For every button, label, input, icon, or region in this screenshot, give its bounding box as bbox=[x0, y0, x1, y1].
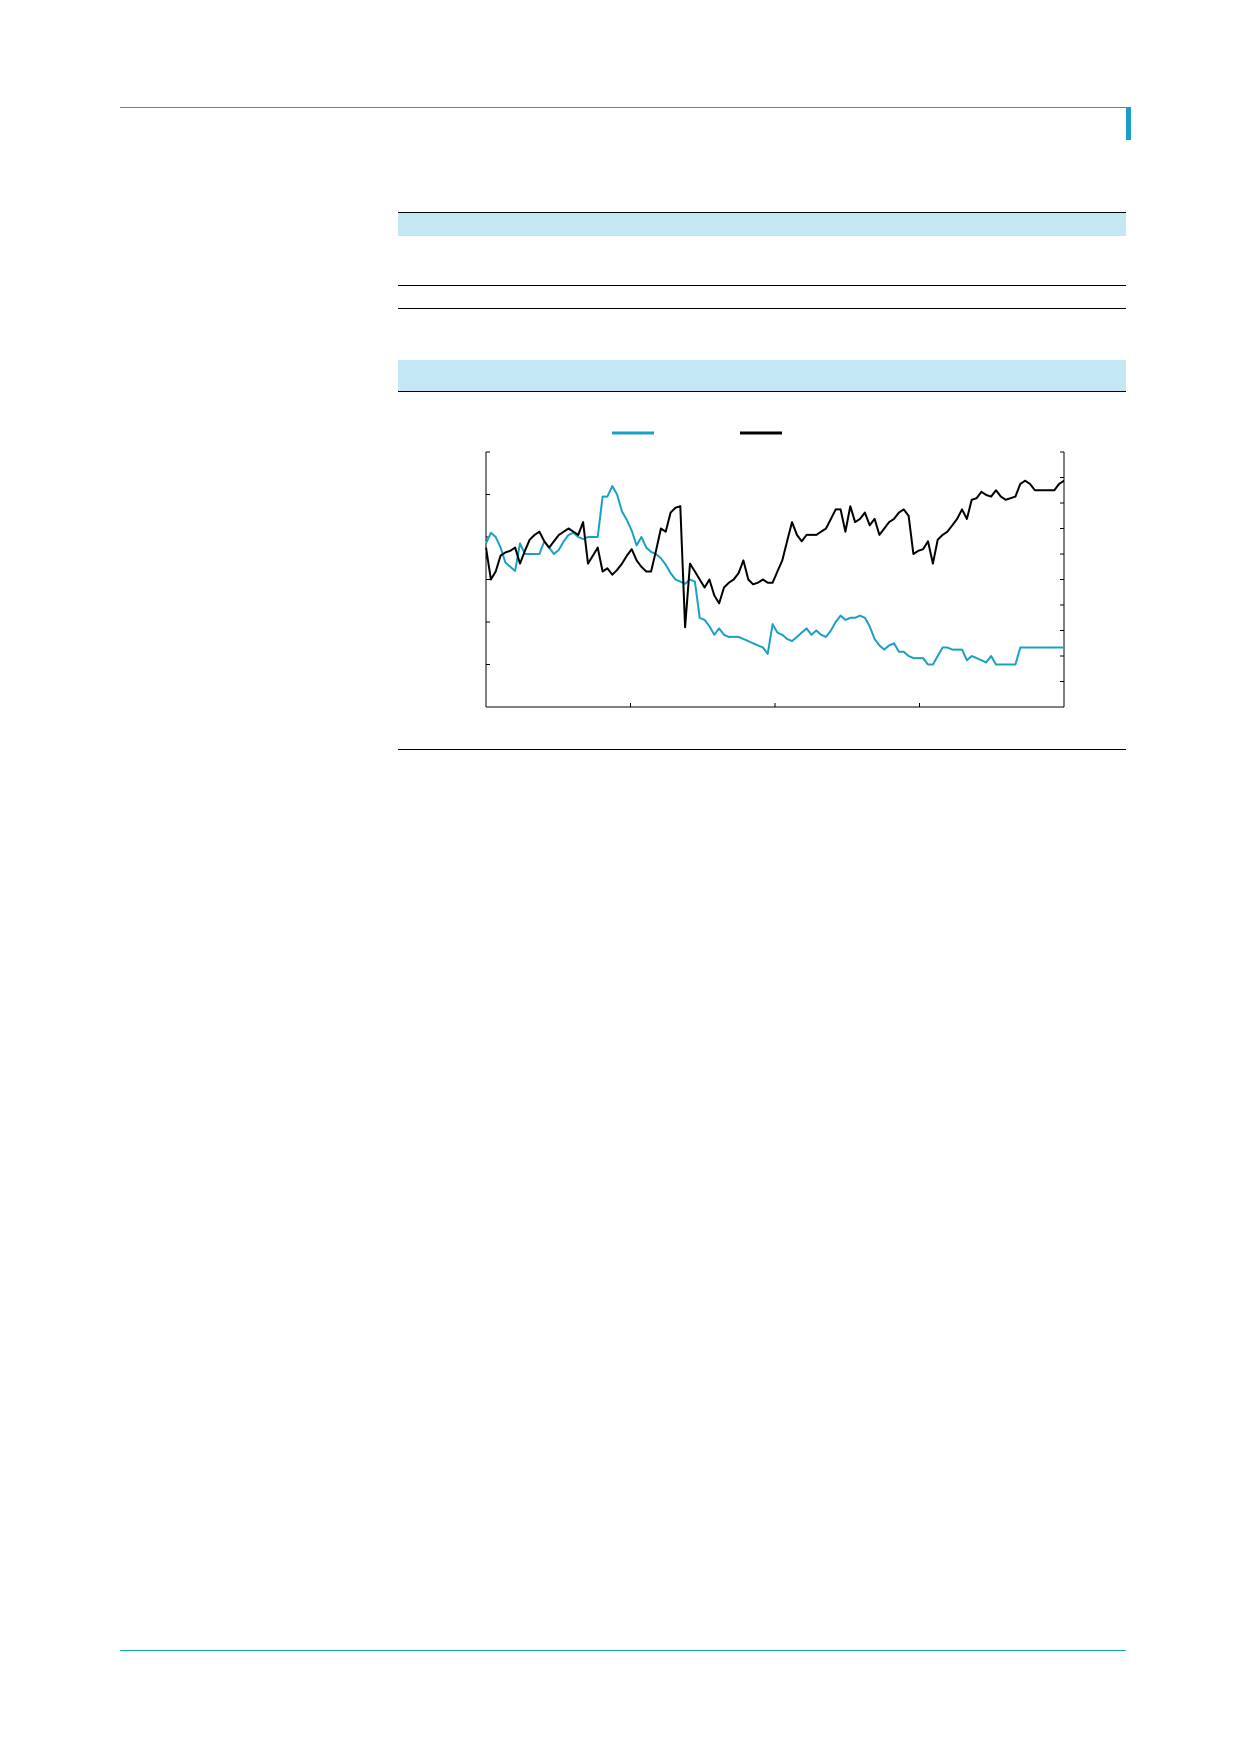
table-bottom-rule bbox=[398, 308, 1126, 309]
chart-svg bbox=[485, 431, 1065, 708]
table-rule bbox=[398, 285, 1126, 286]
chart-axes bbox=[485, 451, 1065, 708]
series-line-1 bbox=[485, 485, 1064, 666]
page-tab-marker bbox=[1126, 107, 1131, 140]
chart-bottom-rule bbox=[398, 749, 1126, 750]
footer-rule bbox=[120, 1650, 1126, 1651]
line-chart bbox=[398, 400, 1126, 740]
header-rule bbox=[120, 107, 1126, 108]
chart-series bbox=[485, 479, 1065, 666]
series-line-2 bbox=[485, 479, 1065, 629]
chart-header-rule bbox=[398, 391, 1126, 392]
table-top-rule bbox=[398, 212, 1126, 213]
table-header-band bbox=[398, 213, 1126, 236]
chart-header-band bbox=[398, 360, 1126, 391]
